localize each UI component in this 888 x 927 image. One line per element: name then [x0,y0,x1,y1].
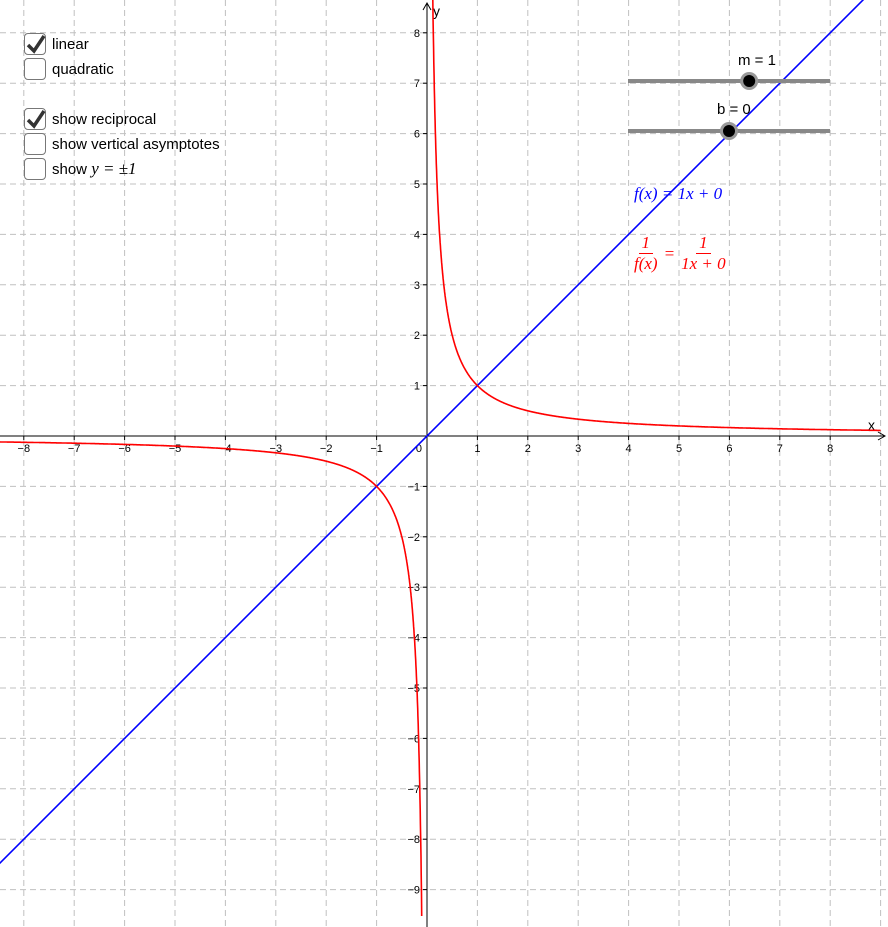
checkbox-box[interactable] [24,133,46,155]
checkbox-box[interactable] [24,158,46,180]
y-tick-label: −5 [407,683,420,695]
x-tick-label: 4 [626,443,632,455]
checkbox-box[interactable] [24,108,46,130]
linear-function-curve [0,0,865,865]
y-tick-label: 8 [414,28,420,40]
checkbox-quadratic[interactable]: quadratic [24,58,114,80]
checkmark-icon [26,35,46,54]
x-tick-label: 2 [525,443,531,455]
reciprocal-equation: 1 f(x) = 1 1x + 0 [634,233,726,273]
x-tick-label: 8 [827,443,833,455]
y-tick-label: 4 [414,229,420,241]
x-tick-label: 5 [676,443,682,455]
x-tick-label: −2 [320,443,333,455]
y-tick-label: 5 [414,179,420,191]
y-tick-label: 2 [414,330,420,342]
y-tick-label: 6 [414,129,420,141]
y-tick-label: −2 [407,532,420,544]
y-tick-label: −9 [407,885,420,897]
y-tick-label: −6 [407,733,420,745]
checkbox-linear[interactable]: linear [24,33,89,55]
checkbox-show-reciprocal[interactable]: show reciprocal [24,108,156,130]
checkbox-box[interactable] [24,33,46,55]
x-tick-label: −7 [68,443,81,455]
origin-label: 0 [416,443,422,455]
checkmark-icon [26,110,46,129]
slider-b-knob[interactable] [723,125,735,137]
y-tick-label: 7 [414,78,420,90]
x-axis-label: x [868,417,875,433]
checkbox-show-vertical-asymptotes[interactable]: show vertical asymptotes [24,133,220,155]
x-axis-arrow-icon [877,431,887,441]
reciprocal-curve-right [432,0,881,432]
y-axis-label: y [433,3,440,19]
slider-b-label: b = 0 [717,101,751,118]
function-equation: f(x) = 1x + 0 [634,184,723,203]
x-tick-label: 7 [777,443,783,455]
y-axis-arrow-icon [422,1,432,11]
reciprocal-curve-left [0,441,423,917]
y-tick-label: −8 [407,834,420,846]
y-tick-label: −7 [407,784,420,796]
x-tick-label: 6 [726,443,732,455]
x-tick-label: 1 [474,443,480,455]
x-tick-label: −8 [18,443,31,455]
slider-m-label: m = 1 [738,52,776,69]
y-tick-label: 3 [414,280,420,292]
slider-m-knob[interactable] [743,75,756,87]
checkbox-show-y-pm-1[interactable]: show y = ±1 [24,158,137,180]
x-tick-label: −6 [118,443,131,455]
x-tick-label: 3 [575,443,581,455]
x-tick-label: −5 [169,443,182,455]
checkbox-box[interactable] [24,58,46,80]
y-tick-label: 1 [414,381,420,393]
y-tick-label: −1 [407,481,420,493]
x-tick-label: −1 [370,443,383,455]
